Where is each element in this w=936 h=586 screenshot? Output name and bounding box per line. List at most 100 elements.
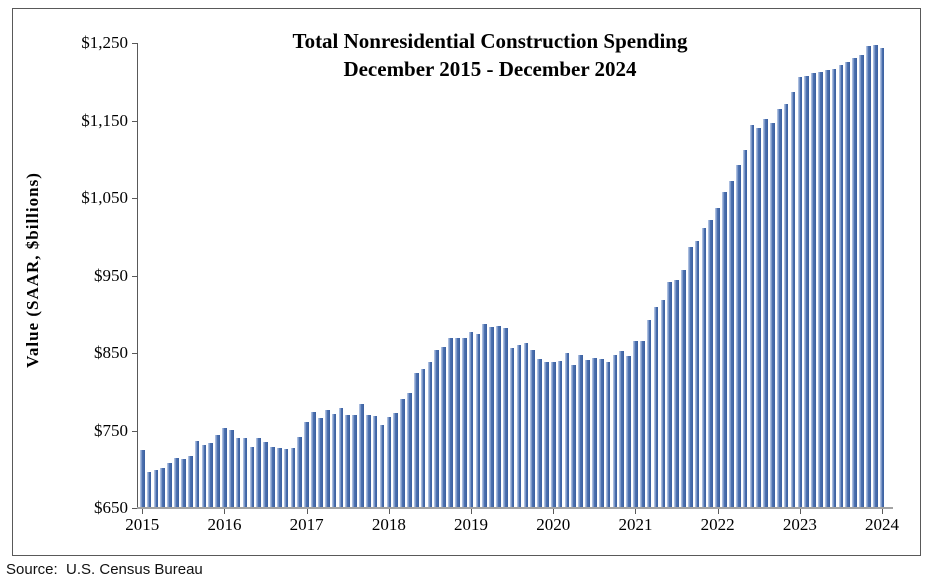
y-tick-mark: [132, 43, 137, 44]
bar: [516, 345, 522, 508]
bar: [441, 346, 446, 508]
x-tick-mark: [717, 509, 719, 514]
bar: [578, 355, 583, 508]
bar: [461, 337, 467, 508]
x-tick-label: 2015: [125, 515, 160, 534]
bar: [715, 208, 720, 508]
bar: [283, 449, 289, 508]
y-tick-label: $1,150: [81, 110, 128, 130]
bar: [413, 373, 419, 508]
bar: [242, 437, 248, 508]
bar: [859, 54, 864, 508]
bar: [646, 319, 652, 508]
bar: [756, 127, 762, 508]
x-tick-label: 2023: [782, 515, 817, 534]
bar: [824, 70, 830, 508]
y-tick-mark: [132, 275, 137, 277]
bar: [427, 362, 433, 508]
bar: [222, 428, 227, 508]
bar: [708, 219, 714, 508]
bar: [379, 425, 385, 508]
bar: [386, 417, 392, 508]
x-axis-line: [137, 507, 893, 509]
bar: [290, 447, 296, 508]
bar: [879, 47, 885, 508]
bar: [297, 436, 303, 508]
bar: [866, 46, 871, 508]
chart-title-line1: Total Nonresidential Construction Spendi…: [292, 29, 688, 53]
bar: [660, 300, 666, 508]
bar: [831, 69, 837, 508]
x-tick-label: 2022: [700, 515, 735, 534]
bar: [735, 164, 741, 508]
x-tick-label: 2020: [536, 515, 571, 534]
bar: [338, 408, 344, 508]
bar: [448, 338, 453, 508]
bar: [372, 415, 378, 508]
bar: [639, 341, 645, 508]
bar: [215, 435, 220, 508]
bar: [502, 328, 508, 508]
bar: [468, 332, 474, 508]
bar: [619, 351, 625, 508]
bar: [557, 360, 563, 508]
bar: [804, 75, 810, 508]
source-caption: Source: U.S. Census Bureau: [6, 561, 203, 578]
bar: [674, 280, 679, 508]
x-tick-label: 2024: [865, 515, 900, 534]
bar: [208, 442, 214, 508]
bar: [667, 281, 673, 508]
bar: [749, 125, 755, 508]
bar: [201, 445, 207, 508]
bar: [633, 341, 638, 508]
bar: [742, 149, 748, 508]
bar: [592, 358, 597, 508]
x-tick-mark: [635, 509, 637, 514]
y-tick-mark: [132, 120, 137, 122]
bar: [256, 438, 262, 508]
bar: [181, 459, 186, 508]
bar: [872, 44, 878, 508]
bar: [187, 456, 193, 508]
y-tick-label: $750: [94, 420, 128, 440]
bar: [359, 404, 364, 508]
chart-title-line2: December 2015 - December 2024: [343, 57, 637, 81]
x-tick-mark: [799, 509, 801, 514]
y-tick-label: $650: [94, 498, 128, 517]
bar: [160, 467, 166, 508]
bar: [722, 191, 727, 508]
bar: [776, 108, 782, 508]
x-tick-mark: [882, 509, 884, 514]
bar: [249, 446, 255, 508]
bar: [523, 342, 529, 508]
bar: [550, 361, 556, 508]
bar: [811, 73, 816, 508]
bar: [585, 360, 590, 508]
bar: [228, 429, 234, 508]
bar: [770, 122, 775, 508]
bar: [365, 415, 371, 508]
bar: [174, 458, 179, 508]
bar: [167, 463, 172, 508]
bar: [537, 359, 542, 508]
bar: [352, 415, 357, 508]
bar: [681, 270, 686, 508]
bar: [475, 333, 481, 508]
y-tick-mark: [132, 430, 137, 432]
bar: [276, 448, 282, 508]
bar: [626, 356, 631, 508]
y-tick-label: $950: [94, 265, 128, 285]
bar: [605, 361, 611, 508]
bar: [530, 349, 536, 508]
bar: [407, 392, 412, 508]
bar: [434, 349, 440, 508]
x-tick-mark: [388, 509, 390, 514]
x-tick-label: 2017: [289, 515, 324, 534]
bar: [571, 364, 577, 508]
bar: [612, 355, 618, 508]
x-tick-mark: [553, 509, 555, 514]
bar: [790, 91, 796, 508]
bar: [544, 361, 549, 508]
bar: [729, 180, 734, 508]
bar: [324, 410, 330, 508]
